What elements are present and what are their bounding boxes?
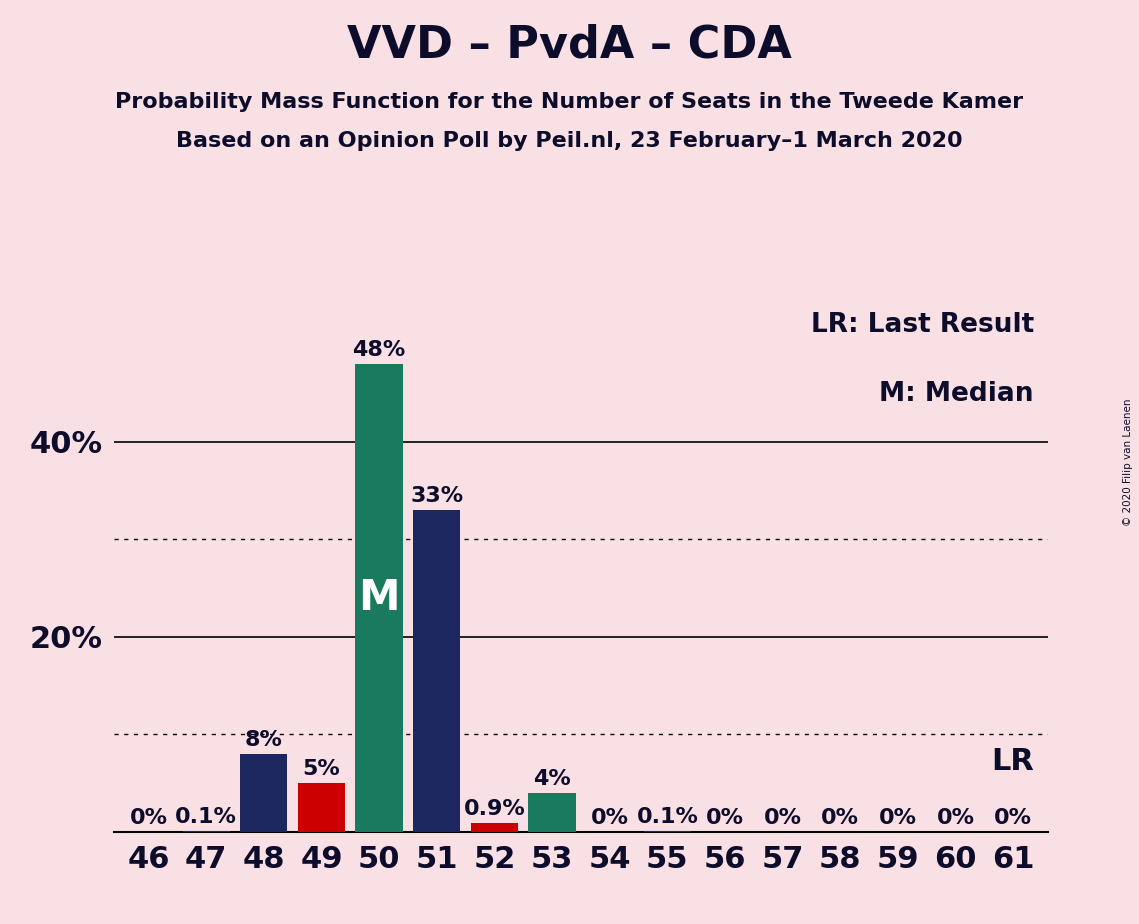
Text: 0%: 0% <box>821 808 859 828</box>
Text: 0%: 0% <box>591 808 629 828</box>
Text: 0%: 0% <box>879 808 917 828</box>
Text: 0%: 0% <box>130 808 167 828</box>
Text: LR: Last Result: LR: Last Result <box>811 311 1034 338</box>
Text: 48%: 48% <box>352 340 405 360</box>
Text: © 2020 Filip van Laenen: © 2020 Filip van Laenen <box>1123 398 1133 526</box>
Bar <box>644 831 691 832</box>
Text: 4%: 4% <box>533 769 571 789</box>
Text: 0%: 0% <box>763 808 802 828</box>
Text: VVD – PvdA – CDA: VVD – PvdA – CDA <box>347 23 792 67</box>
Text: 0%: 0% <box>994 808 1032 828</box>
Text: M: Median: M: Median <box>879 382 1034 407</box>
Text: 0.1%: 0.1% <box>175 807 237 827</box>
Text: 0.9%: 0.9% <box>464 799 525 819</box>
Bar <box>528 793 575 832</box>
Bar <box>182 831 230 832</box>
Text: Probability Mass Function for the Number of Seats in the Tweede Kamer: Probability Mass Function for the Number… <box>115 92 1024 113</box>
Text: 0%: 0% <box>706 808 744 828</box>
Bar <box>297 783 345 832</box>
Text: Based on an Opinion Poll by Peil.nl, 23 February–1 March 2020: Based on an Opinion Poll by Peil.nl, 23 … <box>177 131 962 152</box>
Bar <box>240 754 287 832</box>
Bar <box>470 823 518 832</box>
Text: LR: LR <box>991 748 1034 776</box>
Text: 0%: 0% <box>936 808 975 828</box>
Text: 0.1%: 0.1% <box>637 807 698 827</box>
Text: 5%: 5% <box>303 759 341 779</box>
Text: 33%: 33% <box>410 486 464 506</box>
Text: M: M <box>359 577 400 619</box>
Bar <box>355 364 403 832</box>
Bar <box>413 510 460 832</box>
Text: 8%: 8% <box>245 730 282 749</box>
